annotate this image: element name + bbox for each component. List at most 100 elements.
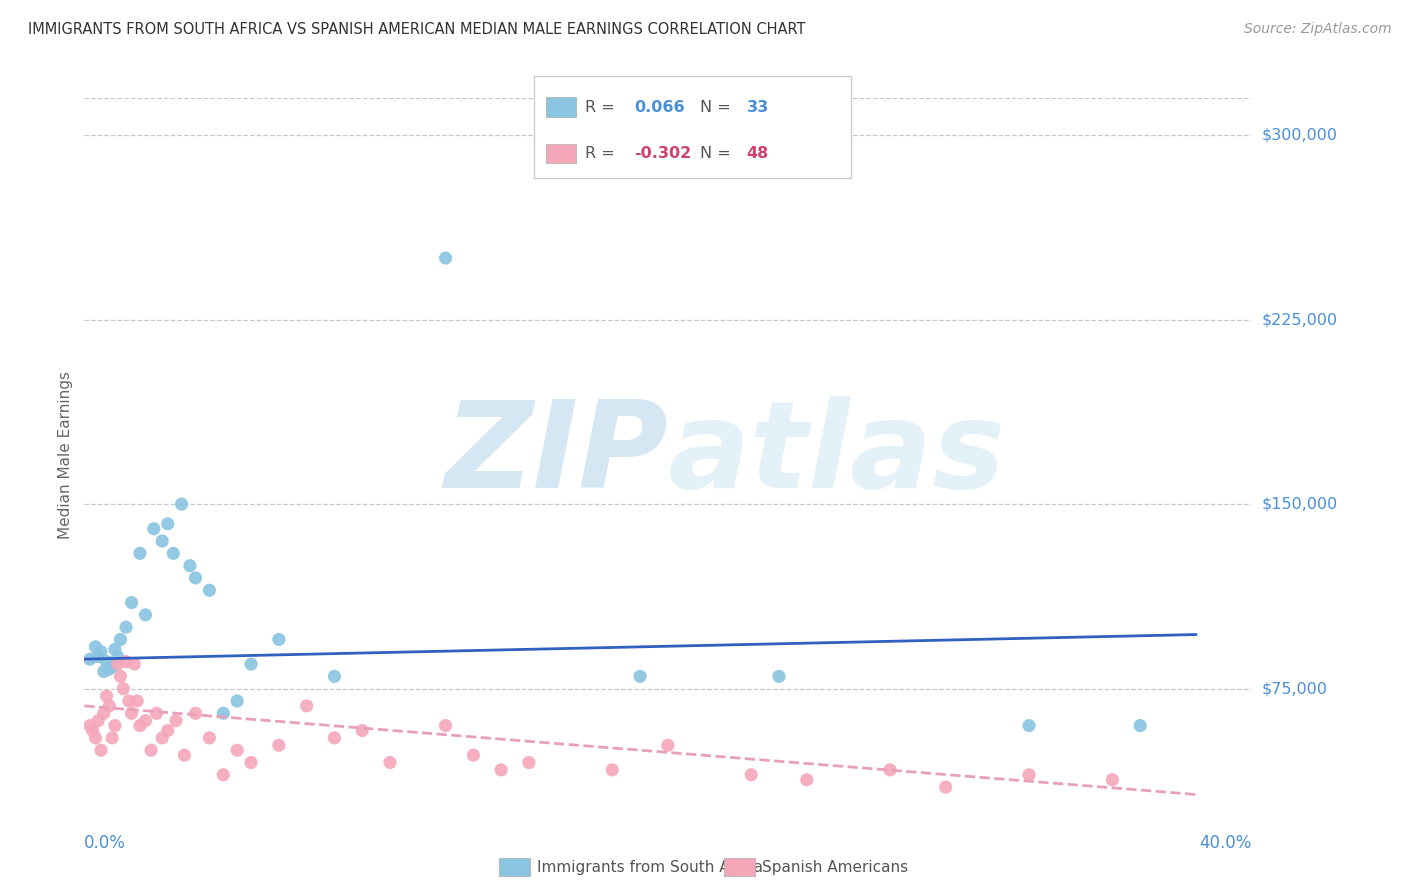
- Point: [1018, 718, 1040, 732]
- Point: [173, 748, 195, 763]
- Text: 40.0%: 40.0%: [1199, 834, 1251, 852]
- Point: [198, 583, 221, 598]
- Point: [267, 632, 290, 647]
- Point: [93, 706, 115, 721]
- Point: [434, 251, 457, 265]
- Point: [112, 681, 135, 696]
- Point: [1129, 718, 1152, 732]
- Text: $225,000: $225,000: [1261, 312, 1337, 327]
- Point: [1101, 772, 1123, 787]
- Point: [90, 645, 112, 659]
- Point: [434, 718, 457, 732]
- Point: [212, 706, 235, 721]
- Point: [657, 739, 679, 753]
- Point: [463, 748, 485, 763]
- Point: [226, 694, 249, 708]
- Text: Source: ZipAtlas.com: Source: ZipAtlas.com: [1244, 22, 1392, 37]
- Text: N =: N =: [700, 146, 737, 161]
- Point: [84, 731, 107, 745]
- Point: [134, 714, 156, 728]
- Point: [352, 723, 374, 738]
- Text: -0.302: -0.302: [634, 146, 692, 161]
- Point: [96, 655, 118, 669]
- Text: $150,000: $150,000: [1261, 497, 1337, 512]
- Point: [90, 743, 112, 757]
- Point: [184, 571, 207, 585]
- Point: [98, 662, 121, 676]
- Text: R =: R =: [585, 146, 620, 161]
- Point: [796, 772, 818, 787]
- Point: [150, 534, 173, 549]
- Point: [104, 718, 127, 732]
- Text: $75,000: $75,000: [1261, 681, 1327, 696]
- Point: [378, 756, 401, 770]
- Text: $300,000: $300,000: [1261, 128, 1337, 143]
- Text: R =: R =: [585, 100, 620, 114]
- Text: 33: 33: [747, 100, 769, 114]
- Point: [101, 731, 124, 745]
- Point: [129, 546, 152, 560]
- Point: [110, 669, 132, 683]
- Text: 0.066: 0.066: [634, 100, 685, 114]
- Point: [87, 714, 110, 728]
- Point: [295, 698, 318, 713]
- Point: [170, 497, 193, 511]
- Point: [489, 763, 512, 777]
- Point: [98, 698, 121, 713]
- Point: [165, 714, 187, 728]
- Point: [240, 756, 263, 770]
- Point: [121, 706, 143, 721]
- Text: 0.0%: 0.0%: [84, 834, 127, 852]
- Point: [240, 657, 263, 671]
- Point: [517, 756, 540, 770]
- Point: [82, 723, 104, 738]
- Point: [323, 731, 346, 745]
- Point: [600, 763, 623, 777]
- Point: [121, 596, 143, 610]
- Point: [124, 657, 146, 671]
- Text: atlas: atlas: [668, 396, 1005, 514]
- Point: [935, 780, 957, 794]
- Point: [226, 743, 249, 757]
- Point: [184, 706, 207, 721]
- Point: [150, 731, 173, 745]
- Point: [84, 640, 107, 654]
- Point: [198, 731, 221, 745]
- Text: Immigrants from South Africa: Immigrants from South Africa: [537, 860, 763, 874]
- Point: [110, 632, 132, 647]
- Point: [1018, 768, 1040, 782]
- Point: [129, 718, 152, 732]
- Point: [127, 694, 149, 708]
- Point: [134, 607, 156, 622]
- Point: [79, 652, 101, 666]
- Point: [162, 546, 184, 560]
- Point: [96, 689, 118, 703]
- Text: Spanish Americans: Spanish Americans: [762, 860, 908, 874]
- Point: [879, 763, 901, 777]
- Text: IMMIGRANTS FROM SOUTH AFRICA VS SPANISH AMERICAN MEDIAN MALE EARNINGS CORRELATIO: IMMIGRANTS FROM SOUTH AFRICA VS SPANISH …: [28, 22, 806, 37]
- Point: [87, 649, 110, 664]
- Point: [79, 718, 101, 732]
- Point: [101, 659, 124, 673]
- Point: [179, 558, 201, 573]
- Point: [142, 522, 165, 536]
- Point: [93, 665, 115, 679]
- Point: [115, 655, 138, 669]
- Point: [104, 642, 127, 657]
- Text: ZIP: ZIP: [444, 396, 668, 514]
- Point: [212, 768, 235, 782]
- Point: [740, 768, 762, 782]
- Point: [156, 516, 179, 531]
- Point: [107, 657, 129, 671]
- Y-axis label: Median Male Earnings: Median Male Earnings: [58, 371, 73, 539]
- Point: [145, 706, 167, 721]
- Point: [118, 694, 141, 708]
- Point: [156, 723, 179, 738]
- Point: [323, 669, 346, 683]
- Point: [107, 649, 129, 664]
- Text: N =: N =: [700, 100, 737, 114]
- Point: [115, 620, 138, 634]
- Point: [768, 669, 790, 683]
- Point: [139, 743, 162, 757]
- Point: [628, 669, 651, 683]
